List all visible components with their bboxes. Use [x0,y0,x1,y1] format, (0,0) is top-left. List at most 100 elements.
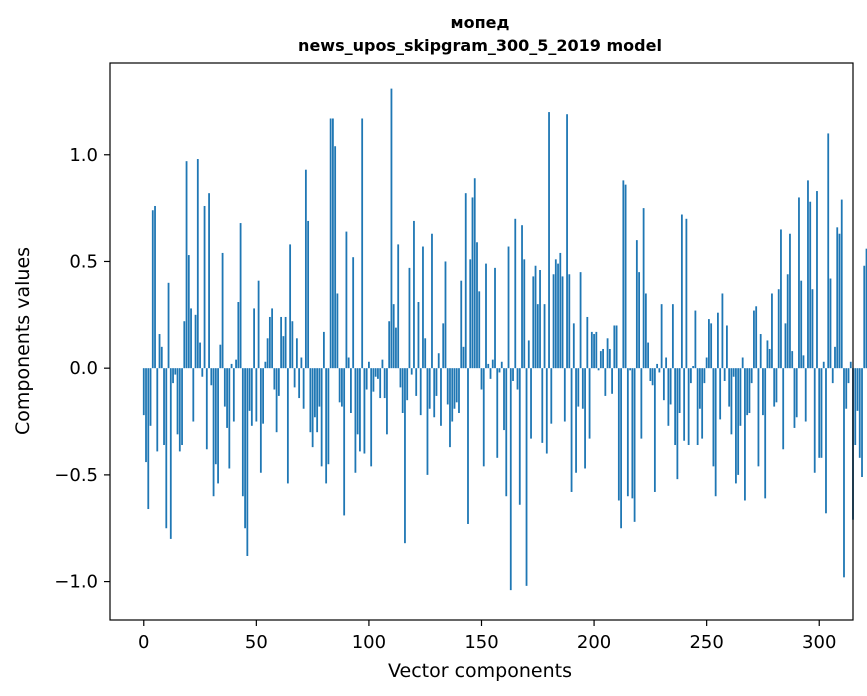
bar [674,368,677,446]
bar [336,293,339,369]
bar [822,361,825,369]
bar [239,223,242,369]
x-tick-label: 50 [245,632,268,653]
bar [503,368,505,431]
bar [273,368,276,390]
bar [390,88,393,369]
bar [399,368,402,388]
bar [156,368,159,452]
bar [642,208,645,369]
bar [759,334,762,369]
bar [712,368,715,467]
bar [548,112,550,369]
bar [158,334,161,369]
bar [530,368,532,439]
bar [322,331,325,369]
bar [262,368,264,424]
bar [658,368,661,373]
bar [771,293,773,369]
bar [199,342,201,369]
bar [667,368,670,426]
bar [620,368,622,529]
bar [417,302,420,369]
bar [521,225,523,369]
bar [212,368,215,497]
bar [368,361,370,369]
bar [332,118,334,369]
bar [777,289,780,369]
bar [678,368,681,413]
bar [169,368,172,539]
bar [217,368,219,484]
bar [167,282,170,369]
bar [795,368,798,418]
bar [854,368,857,446]
bar [487,363,490,369]
bar [766,340,769,369]
bar [701,368,704,439]
bar [307,220,310,369]
bar [442,323,445,369]
bar [257,280,260,369]
bar [275,368,278,433]
bar [192,368,195,422]
bar [250,368,253,426]
bar [721,293,724,369]
bar [757,368,760,467]
bar [527,340,530,369]
bar [237,302,240,369]
bar [509,368,512,591]
bar [401,368,404,413]
bar [525,368,528,586]
bar [428,368,431,409]
bar [750,368,753,384]
bar [635,240,638,369]
bar [836,227,839,369]
bar [717,312,719,369]
bar [329,118,332,369]
bar [665,357,668,369]
x-tick-label: 250 [689,632,723,653]
bar [534,265,537,369]
bar [327,368,330,465]
bar [293,368,296,388]
bar [356,368,359,435]
x-tick-label: 0 [138,632,149,653]
y-axis-label: Components values [12,247,34,435]
bar [413,220,415,369]
bar [415,368,418,396]
bar [176,368,179,435]
bar [737,368,740,475]
bar [210,368,213,386]
bar [780,229,782,369]
bar [807,180,809,369]
bar [798,197,800,369]
bar [523,259,526,369]
bar [608,348,611,369]
bar [302,368,305,409]
bar [458,368,460,413]
bar [563,368,566,422]
bar [304,169,307,369]
bar [575,368,577,473]
bar [735,368,737,484]
bar [617,368,620,501]
bar [669,368,672,405]
bar [514,218,517,369]
bar [863,265,866,369]
bar [142,368,145,416]
bar [208,193,210,369]
bar [831,368,834,384]
bar [723,368,726,381]
y-tick-label: 0.5 [69,251,98,272]
bar [579,272,582,369]
bar [183,321,186,369]
bar [561,276,564,369]
bar [843,368,845,578]
bar [730,368,733,435]
bar [545,368,548,454]
bar [746,368,749,416]
bar [744,368,746,501]
bar [543,304,546,369]
